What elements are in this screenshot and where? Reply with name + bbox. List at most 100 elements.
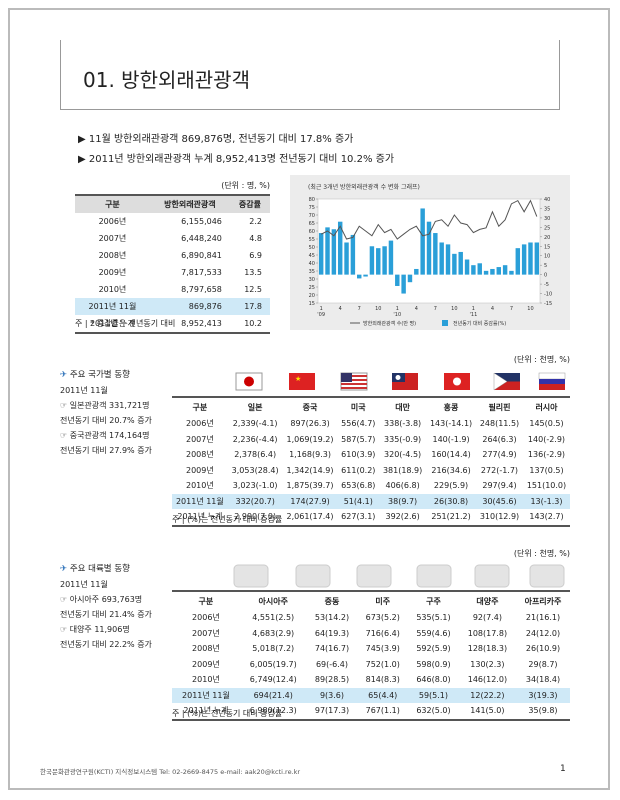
bar <box>515 248 521 275</box>
cell: 6,890,841 <box>181 251 222 260</box>
cell: 1,342(14.9) <box>286 465 334 475</box>
bar <box>357 274 362 279</box>
table: 구분 방한외래관광객 증감률 2006년 6,155,046 2.2 2007년 6,448,… <box>75 194 270 334</box>
cell: 137(0.5) <box>529 465 564 475</box>
cell: 610(3.9) <box>341 450 376 460</box>
x-tick-label: 7 <box>510 306 513 312</box>
table-row: 2007년 6,448,240 4.8 <box>75 230 270 247</box>
cell: 1,168(9.3) <box>289 450 331 460</box>
map-icon <box>416 564 452 588</box>
row-header: 2009년 <box>192 659 220 669</box>
cell: 814(8.3) <box>365 675 400 685</box>
bar <box>445 244 451 275</box>
y-tick-label: 55 <box>309 237 315 243</box>
cell: 869,876 <box>149 298 230 315</box>
x-tick-label: 4 <box>491 306 494 312</box>
y2-tick-label: -10 <box>544 292 552 298</box>
cell: 10.2 <box>244 319 262 328</box>
line <box>320 199 538 240</box>
cell: 310(12.9) <box>479 512 520 522</box>
bar <box>331 229 337 275</box>
row-header: 2006년 <box>98 217 127 226</box>
cell: 146(12.0) <box>467 675 508 685</box>
page-title: 01. 방한외래관광객 <box>60 40 560 110</box>
y-tick-label: 40 <box>309 261 315 267</box>
cell: 4,551(2.5) <box>252 613 295 623</box>
cell: 1,069(19.2) <box>286 434 334 444</box>
header-row: 구분 아시아주 중동 미주 구주 대양주 아프리카주 <box>172 591 570 610</box>
page-frame <box>8 8 610 790</box>
y2-tick-label: 30 <box>544 216 550 222</box>
cell: 559(4.6) <box>416 628 451 638</box>
table-note: 주 | (%)는 전년동기 대비 증감률 <box>172 515 283 524</box>
legend-label: 방한외래관광객 수(만 명) <box>363 320 416 327</box>
unit-label: (단위 : 천명, %) <box>513 355 570 364</box>
column-header: 구분 <box>75 195 150 213</box>
row-header: 2007년 <box>186 434 214 444</box>
column-header: 대양주 <box>476 596 499 606</box>
cell: 6,980(12.3) <box>249 706 297 716</box>
x-tick-label: 10 <box>527 306 533 312</box>
cell: 17.8 <box>229 298 270 315</box>
cell: 277(4.9) <box>482 450 517 460</box>
year-label: '09 <box>317 312 325 318</box>
row-header: 2007년 <box>98 234 127 243</box>
legend-swatch <box>442 320 448 326</box>
y2-tick-label: -5 <box>544 282 549 288</box>
bar <box>502 265 508 275</box>
column-header: 러시아 <box>535 402 558 412</box>
cell: 4,683(2.9) <box>252 628 295 638</box>
side-heading: 주요 국가별 동향 <box>60 368 152 383</box>
side-line: 전년동기 대비 27.9% 증가 <box>60 446 152 455</box>
y2-tick-label: 20 <box>544 235 550 241</box>
row-header: 2006년 <box>192 613 220 623</box>
row-header: 2010년 <box>98 285 127 294</box>
chart-title: (최근 3개년 방한외래관광객 수 변화 그래프) <box>308 183 420 191</box>
svg-text:★: ★ <box>295 375 301 383</box>
table-row: 2008년 6,890,841 6.9 <box>75 247 270 264</box>
cell: 140(-1.9) <box>432 434 470 444</box>
y-tick-label: 65 <box>309 221 315 227</box>
side-line: ☞ 중국관광객 174,164명 <box>60 431 150 440</box>
bar <box>458 251 463 275</box>
table-row: 2011년 11월 332(20.7) 174(27.9) 51(4.1) 38(9.7… <box>172 493 570 509</box>
y2-tick-label: -15 <box>544 301 552 307</box>
bar <box>369 246 375 275</box>
table-row: 2009년 3,053(28.4) 1,342(14.9) 611(0.2) 381(1… <box>172 463 570 479</box>
cell: 97(17.3) <box>314 706 350 716</box>
bar <box>344 242 349 275</box>
bar <box>509 270 514 275</box>
column-header: 홍콩 <box>443 402 459 412</box>
cell: 335(-0.9) <box>384 434 422 444</box>
cell: 12(22.2) <box>458 687 516 703</box>
bar <box>414 268 419 275</box>
y2-tick-label: 15 <box>544 244 550 250</box>
cell: 30(45.6) <box>476 493 523 509</box>
row-header: 2011년 11월 <box>75 298 150 315</box>
y-tick-label: 80 <box>309 197 315 203</box>
side-line: ☞ 일본관광객 331,721명 <box>60 401 150 410</box>
y-tick-label: 20 <box>309 293 315 299</box>
row-header: 2011년 11월 <box>172 493 228 509</box>
column-header: 구분 <box>192 402 208 412</box>
cell: 752(1.0) <box>365 659 400 669</box>
flag-row: ★ <box>235 372 566 391</box>
cell: 338(-3.8) <box>384 419 422 429</box>
column-header: 미주 <box>375 596 391 606</box>
cell: 140(-2.9) <box>527 434 566 444</box>
cell: 673(5.2) <box>365 613 400 623</box>
bar <box>420 208 425 275</box>
bar <box>534 242 540 275</box>
cell: 5,018(7.2) <box>252 644 295 654</box>
flag-hongkong <box>444 373 470 390</box>
y-tick-label: 70 <box>309 213 315 219</box>
cell: 646(8.0) <box>416 675 451 685</box>
y-tick-label: 15 <box>309 301 315 307</box>
cell: 2,990(7.0) <box>234 512 277 522</box>
y-tick-label: 50 <box>309 245 315 251</box>
cell: 143(2.7) <box>529 512 564 522</box>
x-tick-label: 1 <box>320 306 323 312</box>
y2-tick-label: 35 <box>544 206 550 212</box>
bar <box>376 248 381 275</box>
column-header: 구분 <box>198 596 214 606</box>
